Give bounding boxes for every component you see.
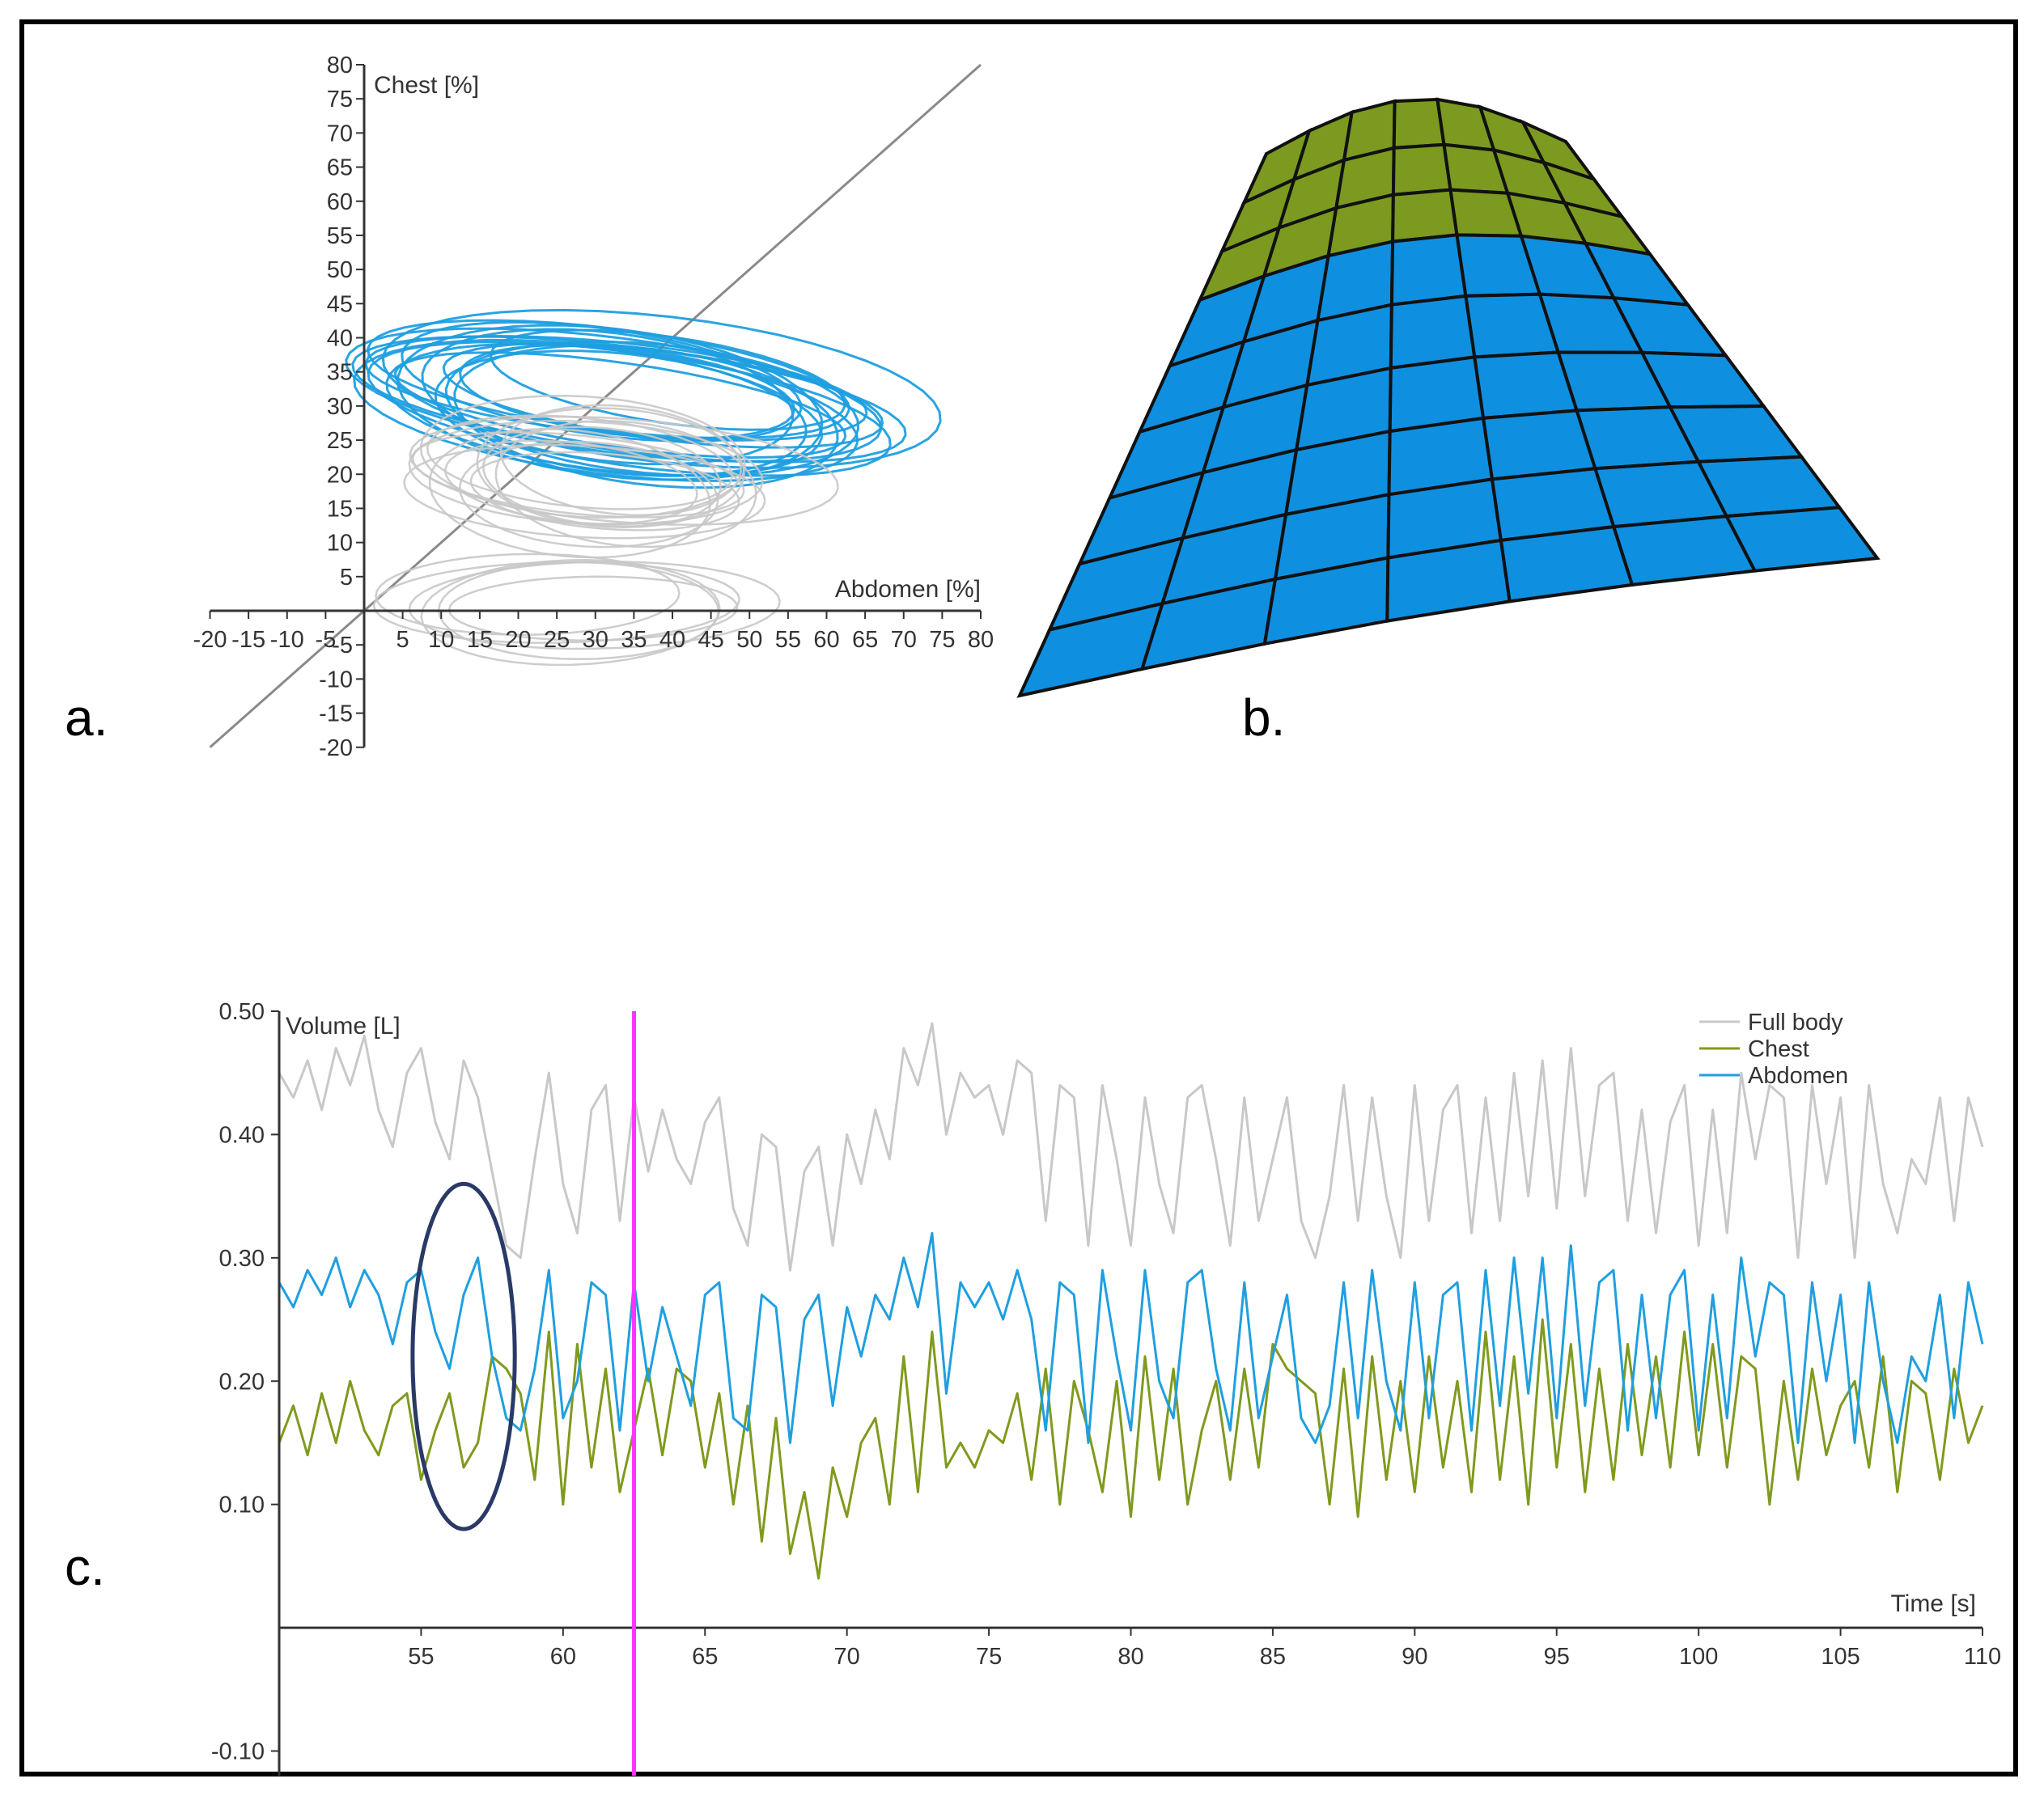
x-tick-label: 5 bbox=[397, 627, 409, 653]
x-tick-label: 30 bbox=[583, 627, 609, 653]
y-tick-label: -20 bbox=[319, 735, 353, 761]
legend-entry-full-body: Full body bbox=[1748, 1010, 1843, 1035]
y-tick-label: 65 bbox=[327, 155, 353, 181]
x-tick-label: -20 bbox=[193, 627, 227, 653]
x-tick-label: -15 bbox=[231, 627, 265, 653]
x-tick-label: 15 bbox=[467, 627, 493, 653]
loop-full-body bbox=[476, 407, 745, 529]
x-tick-label: 75 bbox=[976, 1644, 1002, 1670]
loop-full-body bbox=[469, 451, 740, 531]
y-tick-label: 0.50 bbox=[219, 999, 265, 1025]
y-axis-label: Volume [L] bbox=[286, 1013, 401, 1040]
y-tick-label: -10 bbox=[319, 667, 353, 692]
x-tick-label: 60 bbox=[813, 627, 839, 653]
y-tick-label: 10 bbox=[327, 531, 353, 557]
y-tick-label: -15 bbox=[319, 701, 353, 727]
y-tick-label: 80 bbox=[327, 53, 353, 78]
y-tick-label: 0.40 bbox=[219, 1122, 265, 1148]
x-tick-label: 55 bbox=[775, 627, 801, 653]
x-tick-label: -10 bbox=[270, 627, 304, 653]
loop-full-body bbox=[372, 561, 741, 644]
highlight-ellipse bbox=[410, 1181, 517, 1531]
x-tick-label: 60 bbox=[550, 1644, 576, 1670]
x-tick-label: 110 bbox=[1964, 1644, 2001, 1670]
loop-full-body bbox=[408, 420, 764, 526]
y-tick-label: -5 bbox=[332, 633, 353, 659]
loop-full-body bbox=[375, 553, 681, 636]
y-tick-label: -0.10 bbox=[211, 1739, 265, 1765]
x-tick-label: 80 bbox=[968, 627, 994, 653]
x-tick-label: 90 bbox=[1402, 1644, 1427, 1670]
y-tick-label: 60 bbox=[327, 189, 353, 215]
x-tick-label: 35 bbox=[621, 627, 647, 653]
y-tick-label: 40 bbox=[327, 326, 353, 352]
loop-abdomen bbox=[364, 334, 868, 442]
loop-full-body bbox=[444, 439, 698, 525]
y-tick-label: 55 bbox=[327, 223, 353, 249]
x-tick-label: 45 bbox=[698, 627, 723, 653]
y-tick-label: 0.20 bbox=[219, 1369, 265, 1395]
loop-full-body bbox=[426, 414, 733, 510]
legend-entry-abdomen: Abdomen bbox=[1748, 1063, 1848, 1089]
x-tick-label: 25 bbox=[544, 627, 570, 653]
y-tick-label: 5 bbox=[340, 565, 353, 591]
x-tick-label: 100 bbox=[1679, 1644, 1718, 1670]
x-tick-label: 70 bbox=[834, 1644, 860, 1670]
x-tick-label: 55 bbox=[408, 1644, 434, 1670]
mesh-cell bbox=[1724, 506, 1881, 573]
loop-abdomen bbox=[393, 351, 847, 459]
x-tick-label: 80 bbox=[1117, 1644, 1143, 1670]
loop-full-body bbox=[409, 415, 839, 526]
panel-label-a: a. bbox=[65, 688, 108, 747]
x-tick-label: 95 bbox=[1544, 1644, 1570, 1670]
y-tick-label: 20 bbox=[327, 462, 353, 488]
y-tick-label: 0.10 bbox=[219, 1493, 265, 1518]
x-tick-label: 50 bbox=[736, 627, 762, 653]
legend-entry-chest: Chest bbox=[1748, 1036, 1809, 1062]
y-tick-label: 15 bbox=[327, 496, 353, 522]
y-tick-label: 70 bbox=[327, 121, 353, 146]
series-line-abdomen bbox=[278, 1231, 1984, 1444]
series-line-full-body bbox=[278, 1022, 1984, 1272]
y-tick-label: 25 bbox=[327, 428, 353, 454]
y-tick-label: 45 bbox=[327, 291, 353, 317]
x-tick-label: 10 bbox=[428, 627, 454, 653]
panel-label-b: b. bbox=[1242, 688, 1286, 747]
y-tick-label: 0.30 bbox=[219, 1246, 265, 1272]
loop-full-body bbox=[411, 431, 745, 519]
x-axis-label: Abdomen [%] bbox=[835, 576, 981, 603]
y-tick-label: 50 bbox=[327, 257, 353, 283]
figure-frame bbox=[19, 19, 2018, 1776]
x-tick-label: -5 bbox=[315, 627, 336, 653]
x-tick-label: 65 bbox=[692, 1644, 718, 1670]
x-tick-label: 70 bbox=[891, 627, 917, 653]
x-tick-label: 65 bbox=[852, 627, 878, 653]
x-axis-label: Time [s] bbox=[1890, 1590, 1976, 1617]
loop-full-body bbox=[403, 443, 766, 540]
loop-abdomen bbox=[459, 344, 795, 440]
y-tick-label: 30 bbox=[327, 394, 353, 420]
x-tick-label: 40 bbox=[659, 627, 685, 653]
x-tick-label: 85 bbox=[1260, 1644, 1286, 1670]
y-tick-label: 75 bbox=[327, 87, 353, 112]
x-tick-label: 75 bbox=[929, 627, 955, 653]
y-axis-label: Chest [%] bbox=[374, 72, 479, 99]
y-tick-label: 35 bbox=[327, 360, 353, 386]
x-tick-label: 20 bbox=[505, 627, 531, 653]
x-tick-label: 105 bbox=[1821, 1644, 1860, 1670]
series-line-chest bbox=[278, 1318, 1984, 1580]
loop-abdomen bbox=[351, 335, 907, 464]
torso-mesh bbox=[1016, 97, 1881, 698]
loop-full-body bbox=[499, 404, 742, 517]
panel-label-c: c. bbox=[65, 1538, 105, 1596]
